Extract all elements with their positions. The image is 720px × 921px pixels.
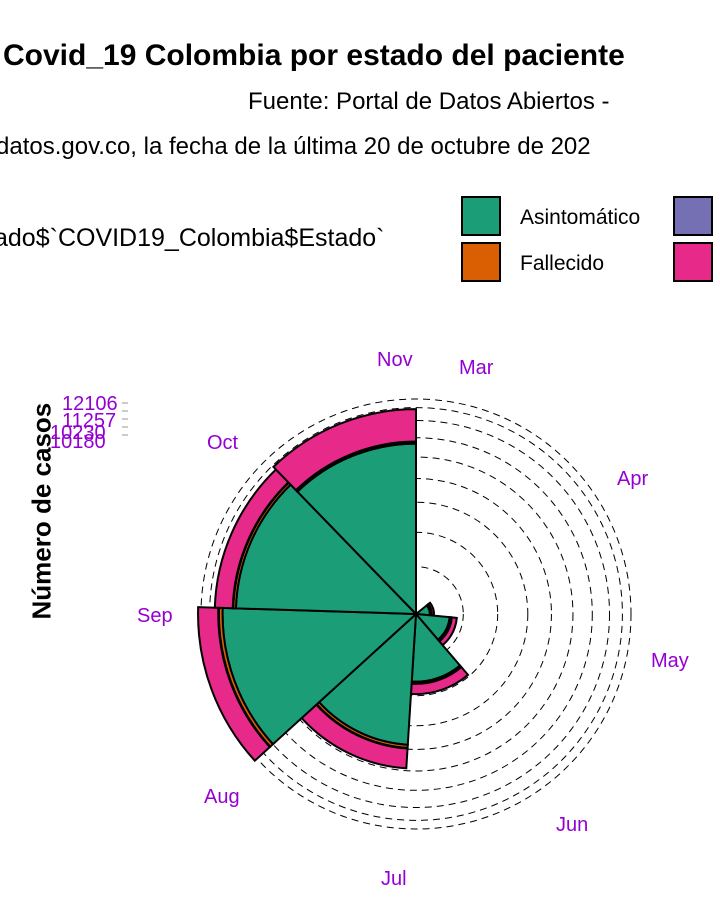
grid-circle-7 [222, 420, 610, 808]
month-label-jun: Jun [556, 814, 589, 836]
month-label-apr: Apr [617, 468, 649, 490]
month-label-sep: Sep [137, 605, 173, 627]
legend-label-fallecido: Fallecido [520, 252, 605, 275]
legend-swatch-4 [673, 242, 713, 282]
month-label-aug: Aug [204, 786, 240, 808]
y-tick-label-4: 10180 [50, 431, 106, 453]
bar-oct-series-4 [272, 408, 417, 492]
legend-swatch-fallecido [461, 242, 501, 282]
bar-aug-series-4 [197, 606, 272, 763]
y-ticks [122, 402, 128, 436]
legend-swatch-asintomatico [461, 196, 501, 236]
legend-swatch-3 [673, 196, 713, 236]
month-label-mar: Mar [459, 357, 494, 379]
y-tick-label-2: 11257 [62, 410, 117, 432]
caption-line-1: Fuente: Portal de Datos Abiertos - [248, 88, 610, 115]
bars [197, 408, 470, 770]
legend-title: ado$`COVID19_Colombia$Estado` [0, 224, 385, 252]
month-label-oct: Oct [207, 432, 239, 454]
chart-title: Covid_19 Colombia por estado del pacient… [3, 39, 625, 72]
month-label-may: May [651, 650, 689, 672]
month-label-jul: Jul [381, 868, 407, 890]
legend-label-asintomatico: Asintomático [520, 206, 641, 229]
caption-line-2: datos.gov.co, la fecha de la última 20 d… [0, 133, 591, 160]
month-label-nov: Nov [377, 349, 413, 371]
y-tick-label-3: 10230 [50, 422, 106, 444]
y-tick-label-1: 12106 [62, 393, 118, 415]
